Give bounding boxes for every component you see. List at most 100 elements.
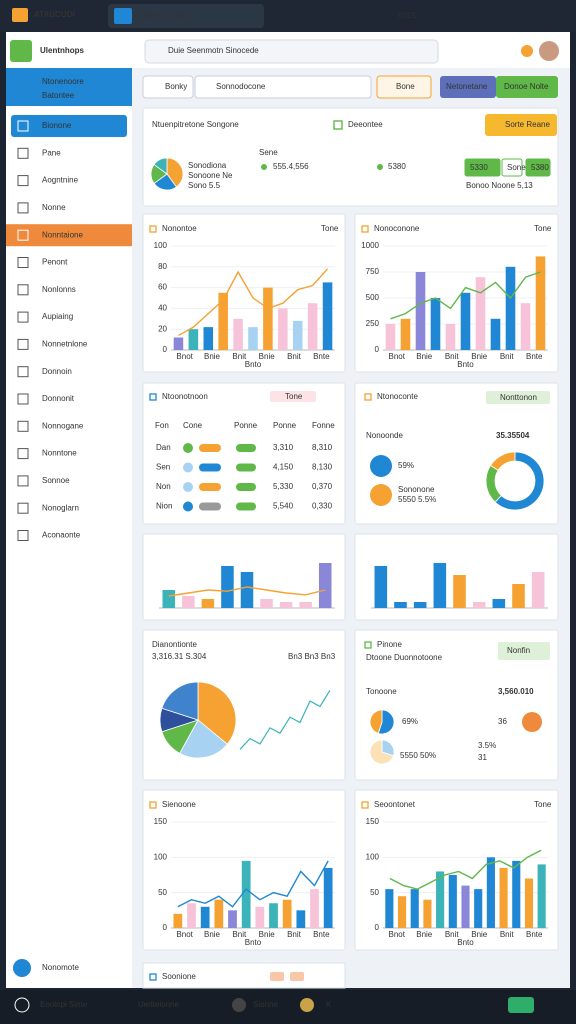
- bar: [282, 899, 292, 928]
- stats-count2: 31: [478, 753, 487, 762]
- action[interactable]: [485, 114, 557, 136]
- search-text: Duie Seenmotn Sinocede: [168, 46, 259, 55]
- tab[interactable]: [108, 4, 264, 28]
- button[interactable]: [376, 75, 432, 99]
- nav-item[interactable]: Nonlonns: [42, 285, 76, 294]
- nav-icon: [17, 229, 29, 241]
- row-label: Sen: [156, 463, 170, 472]
- bar: [318, 563, 332, 608]
- taskbar-item[interactable]: K: [326, 1000, 332, 1009]
- search-box[interactable]: [144, 39, 439, 64]
- nav-item[interactable]: Bionone: [42, 121, 72, 130]
- x-tick-label: Bnie: [416, 352, 433, 361]
- bar: [162, 590, 176, 608]
- summary-line: Sonoone Ne: [188, 171, 233, 180]
- chip[interactable]: [501, 158, 523, 177]
- nav-item[interactable]: Nonnogane: [42, 421, 84, 430]
- nav-item[interactable]: Penont: [42, 258, 68, 267]
- row-chip: [199, 463, 221, 472]
- bar: [296, 910, 306, 928]
- stats-pct2: 3.5%: [478, 741, 496, 750]
- brand: ATAUCUOI: [34, 10, 75, 19]
- chart-tag: Tone: [321, 224, 339, 233]
- button[interactable]: [496, 76, 558, 98]
- y-tick-label: 0: [375, 923, 380, 932]
- x-tick-label: Bnit: [445, 930, 460, 939]
- column-header: Ponne: [273, 421, 297, 430]
- footer-icon: [13, 959, 31, 977]
- nav-item[interactable]: Nonntone: [42, 449, 77, 458]
- nav-item[interactable]: Aogntnine: [42, 176, 79, 185]
- nav-icon: [17, 284, 29, 296]
- bar: [374, 566, 388, 608]
- taskbar-item[interactable]: Ueriteionne: [138, 1000, 179, 1009]
- nav-item[interactable]: Nonne: [42, 203, 66, 212]
- donut-tag: Nonttonon: [500, 393, 537, 402]
- table-title: Ntoonotnoon: [162, 392, 208, 401]
- legend-dot: [370, 484, 392, 506]
- x-tick-label: Bnit: [287, 930, 302, 939]
- sidebar-banner: [6, 68, 132, 106]
- chip[interactable]: [464, 158, 501, 177]
- bar: [221, 566, 234, 608]
- y-tick-label: 40: [158, 304, 167, 313]
- donut-total: 35.35504: [496, 431, 530, 440]
- bar: [310, 889, 319, 928]
- stats-total: 3,560.010: [498, 687, 534, 696]
- nav-item[interactable]: Donnonit: [42, 394, 75, 403]
- avatar[interactable]: [539, 41, 559, 61]
- panel-icon: [149, 393, 157, 401]
- taskbar-icon: [508, 997, 534, 1013]
- toolbar-search[interactable]: [194, 75, 372, 99]
- row-chip: [236, 463, 256, 472]
- nav-item[interactable]: Pane: [42, 148, 61, 157]
- bar: [410, 889, 419, 928]
- chip[interactable]: [525, 158, 551, 177]
- nav-icon: [17, 448, 29, 460]
- button[interactable]: [440, 76, 496, 98]
- taskbar-icon: [232, 998, 246, 1012]
- banner-title: Ntonenoore: [42, 77, 84, 86]
- bar: [512, 860, 521, 928]
- nav-item[interactable]: Sonnoe: [42, 476, 70, 485]
- nav-item[interactable]: Nonoglarn: [42, 503, 79, 512]
- row-chip: [236, 502, 256, 511]
- row-chip: [236, 444, 256, 452]
- x-tick-label: Bnte: [526, 352, 543, 361]
- notify[interactable]: [521, 45, 533, 57]
- nav-item[interactable]: Nonntaione: [42, 230, 83, 239]
- cell: 0,330: [312, 502, 333, 511]
- bar: [182, 596, 195, 608]
- select[interactable]: [142, 75, 194, 99]
- nav-icon: [17, 120, 29, 132]
- nav-item[interactable]: Donnoin: [42, 367, 72, 376]
- bar: [474, 889, 483, 928]
- stats-button[interactable]: [522, 712, 542, 732]
- nav-icon: [17, 393, 29, 405]
- y-tick-label: 20: [158, 324, 167, 333]
- x-tick-label: Bnie: [471, 352, 488, 361]
- x-tick-label: Bnte: [313, 352, 330, 361]
- toggle[interactable]: [333, 120, 343, 130]
- chart-title: Nonontoe: [162, 224, 197, 233]
- bar: [430, 298, 441, 350]
- chart-tag: Tone: [534, 224, 552, 233]
- bar: [228, 910, 237, 928]
- tab-title: Htenoe Bdie: [140, 11, 185, 20]
- nav-highlight: [6, 224, 132, 247]
- mix-sub: 3,316.31 S.304: [152, 652, 207, 661]
- cell: 3,310: [273, 443, 294, 452]
- bar: [248, 327, 258, 350]
- legend-dot: [370, 455, 392, 477]
- column-header: Fon: [155, 421, 169, 430]
- stat-label: Sene: [259, 148, 278, 157]
- donut-label: Nonoonde: [366, 431, 403, 440]
- taskbar-item[interactable]: Eoolopi Sinte: [40, 1000, 88, 1009]
- panel: [354, 629, 559, 781]
- nav-item[interactable]: Nonnetnlone: [42, 340, 88, 349]
- donut-note: 5550 5.5%: [398, 495, 436, 504]
- nav-item[interactable]: Aconaonte: [42, 531, 81, 540]
- logo: Ulentnhops: [40, 46, 85, 55]
- taskbar-item[interactable]: Sionne: [253, 1000, 278, 1009]
- nav-item[interactable]: Aupiaing: [42, 312, 73, 321]
